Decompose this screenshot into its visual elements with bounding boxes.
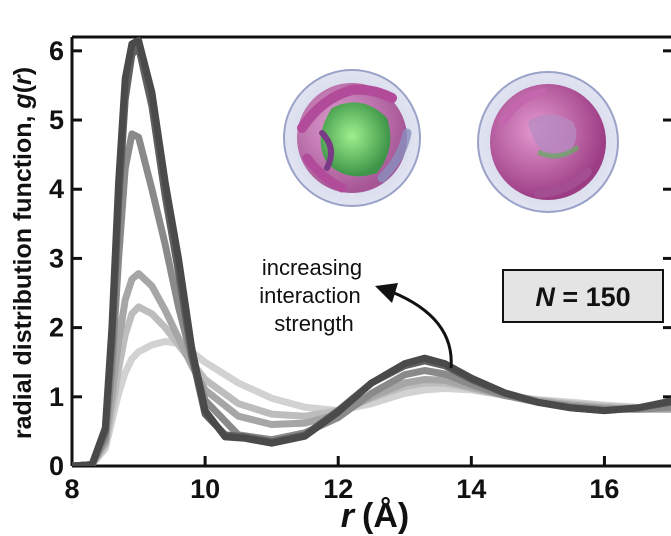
x-tick-label: 14 <box>456 474 486 504</box>
y-axis-title: radial distribution function, g(r) <box>9 67 37 439</box>
y-tick-label: 2 <box>49 313 64 343</box>
annotation-line-2: interaction <box>259 283 361 308</box>
x-axis-unit: (Å) <box>362 497 409 535</box>
annotation-text: increasing interaction strength <box>259 255 362 336</box>
y-axis-prefix: radial distribution function, <box>9 109 37 440</box>
x-axis-var: r <box>341 497 356 535</box>
annotation-line-3: strength <box>274 311 354 336</box>
plot-frame <box>70 35 671 468</box>
protein-cluster-surface-image <box>477 71 619 213</box>
y-tick-label: 1 <box>49 382 64 412</box>
y-tick-label: 4 <box>49 174 64 204</box>
x-axis-title: r (Å) <box>341 497 409 535</box>
n-label-rest: = 150 <box>555 282 631 312</box>
x-tick-label: 8 <box>64 474 79 504</box>
x-tick-label: 10 <box>190 474 220 504</box>
n-label-text: N = 150 <box>535 282 630 312</box>
y-axis-open: ( <box>9 84 37 93</box>
n-label-var: N <box>535 282 555 312</box>
series-layer <box>72 37 671 466</box>
y-tick-label: 0 <box>49 451 64 481</box>
n-label-box: N = 150 <box>502 269 664 323</box>
y-tick-label: 6 <box>49 36 64 66</box>
y-axis-var: r <box>9 74 37 85</box>
arrow-icon <box>375 283 453 369</box>
y-tick-label: 5 <box>49 105 64 135</box>
y-tick-label: 3 <box>49 243 64 273</box>
x-tick-label: 12 <box>323 474 353 504</box>
y-axis-close: ) <box>9 67 37 75</box>
protein-cluster-cutaway-image <box>283 69 421 207</box>
x-tick-label: 16 <box>589 474 619 504</box>
y-axis-func: g <box>9 93 37 109</box>
series-line-6 <box>72 37 671 466</box>
annotation-line-1: increasing <box>262 255 362 280</box>
